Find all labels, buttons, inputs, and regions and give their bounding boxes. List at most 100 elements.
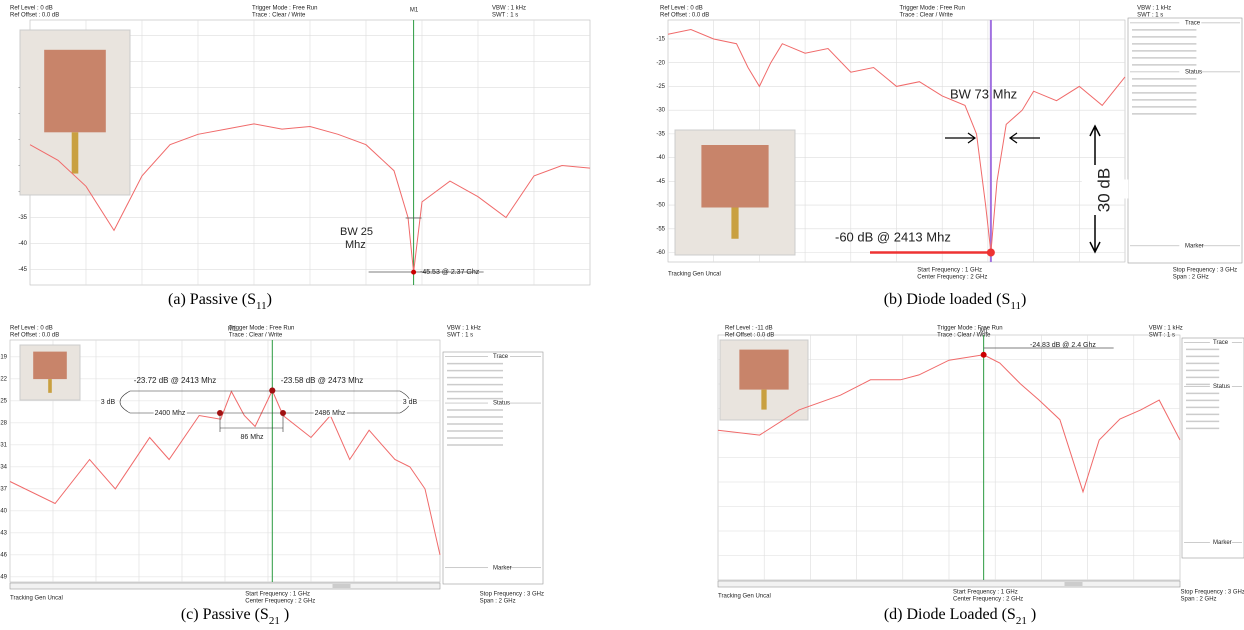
header-text: SWT : 1 s <box>1149 333 1175 339</box>
annotation: -24.83 dB @ 2.4 Ghz <box>1030 342 1096 349</box>
caption-prefix: (c) Passive (S <box>181 606 269 623</box>
header-text: VBW : 1 kHz <box>492 6 526 12</box>
header-text: SWT : 1 s <box>1137 13 1163 19</box>
annotation: M1 <box>410 8 419 14</box>
marker-dot <box>217 410 223 416</box>
annotation: 86 Mhz <box>241 434 264 441</box>
header-text: Ref Offset : 0.0 dB <box>725 333 774 339</box>
caption-sub: 21 <box>1016 615 1027 627</box>
caption: (b) Diode loaded (S11) <box>884 291 1027 312</box>
header-text: Ref Level : 0 dB <box>660 6 703 12</box>
side-heading: Marker <box>1185 243 1204 249</box>
caption-suffix: ) <box>1027 606 1036 623</box>
marker-dot <box>981 352 987 358</box>
annotation: BW 73 Mhz <box>950 86 1017 101</box>
photo-feed <box>72 132 79 173</box>
header-text: Ref Offset : 0.0 dB <box>660 13 709 19</box>
footer-text: Start Frequency : 1 GHz <box>953 590 1018 596</box>
header-text: Ref Offset : 0.0 dB <box>10 13 59 19</box>
marker-dot <box>269 387 275 393</box>
header-text: SWT : 1 s <box>492 13 518 19</box>
header-text: Trace : Clear / Write <box>252 13 306 19</box>
footer-text: Stop Frequency : 3 GHz <box>480 592 544 598</box>
y-tick-label: -55 <box>656 226 665 232</box>
footer-text: Start Frequency : 1 GHz <box>245 592 310 598</box>
caption: (a) Passive (S11) <box>168 291 272 312</box>
caption-suffix: ) <box>280 606 289 623</box>
caption-sub: 11 <box>1010 300 1021 312</box>
y-tick-label: -50 <box>656 203 665 209</box>
y-tick-label: -35 <box>656 131 665 137</box>
header-text: Ref Offset : 0.0 dB <box>10 333 59 339</box>
marker-dot <box>411 270 416 275</box>
footer-text: Start Frequency : 1 GHz <box>917 268 982 274</box>
header-text: VBW : 1 kHz <box>1137 6 1171 12</box>
footer-text: Tracking Gen Uncal <box>718 594 771 600</box>
photo-feed <box>48 379 52 393</box>
y-tick-label: -25 <box>656 84 665 90</box>
side-panel <box>443 352 543 584</box>
header-text: Trigger Mode : Free Run <box>937 326 1002 332</box>
photo-antenna <box>701 145 768 208</box>
y-tick-label: -25 <box>0 398 8 404</box>
annotation: BW 25 <box>340 226 373 238</box>
annotation: 3 dB <box>101 399 116 406</box>
header-text: SWT : 1 s <box>447 333 473 339</box>
header-text: Ref Level : 0 dB <box>10 326 53 332</box>
annotation: 3 dB <box>403 399 418 406</box>
side-heading: Status <box>1213 384 1230 390</box>
side-heading: Trace <box>1185 20 1201 26</box>
y-tick-label: -20 <box>656 60 665 66</box>
y-tick-label: -45 <box>656 179 665 185</box>
y-tick-label: -35 <box>18 215 27 221</box>
scroll-thumb <box>333 584 351 588</box>
photo-antenna <box>739 350 788 390</box>
header-text: Ref Level : 0 dB <box>10 6 53 12</box>
footer-text: Stop Frequency : 3 GHz <box>1181 590 1244 596</box>
y-tick-label: -46 <box>0 552 8 558</box>
photo-antenna <box>33 352 67 380</box>
caption-prefix: (b) Diode loaded (S <box>884 291 1011 308</box>
y-tick-label: -60 <box>656 250 665 256</box>
photo-antenna <box>44 50 106 133</box>
panel: -15-20-25-30-35-40-45-50-55-60Ref Level … <box>656 6 1242 312</box>
annotation: -60 dB @ 2413 Mhz <box>835 229 951 244</box>
header-text: Trigger Mode : Free Run <box>229 326 294 332</box>
annotation: -23.72 dB @ 2413 Mhz <box>134 376 216 385</box>
header-text: Ref Level : -11 dB <box>725 326 773 332</box>
annotation: M1 <box>228 327 237 333</box>
side-heading: Trace <box>1213 340 1229 346</box>
marker-dot <box>280 410 286 416</box>
figure: 0-5-10-15-20-25-30-35-40-45Ref Level : 0… <box>0 0 1244 630</box>
footer-text: Center Frequency : 2 GHz <box>245 599 315 605</box>
y-tick-label: -40 <box>0 508 8 514</box>
annotation: Mhz <box>345 239 366 251</box>
y-tick-label: -43 <box>0 530 8 536</box>
y-tick-label: -40 <box>18 241 27 247</box>
header-text: Trace : Clear / Write <box>229 333 283 339</box>
y-tick-label: -40 <box>656 155 665 161</box>
scrollbar <box>718 581 1180 587</box>
y-tick-label: -31 <box>0 442 8 448</box>
annotation: -45.53 @ 2.37 Ghz <box>420 269 480 276</box>
header-text: VBW : 1 kHz <box>447 326 481 332</box>
y-tick-label: -22 <box>0 376 8 382</box>
header-text: Trigger Mode : Free Run <box>252 6 317 12</box>
footer-text: Center Frequency : 2 GHz <box>917 275 987 281</box>
photo-feed <box>731 208 738 239</box>
y-tick-label: -45 <box>18 267 27 273</box>
caption-suffix: ) <box>267 291 272 308</box>
annotation: 2400 Mhz <box>155 410 186 417</box>
caption-prefix: (d) Diode Loaded (S <box>884 606 1016 623</box>
footer-text: Stop Frequency : 3 GHz <box>1173 268 1237 274</box>
footer-text: Tracking Gen Uncal <box>10 596 63 602</box>
footer-text: Tracking Gen Uncal <box>668 272 721 278</box>
scrollbar <box>10 583 440 589</box>
annotation: M1 <box>980 329 989 335</box>
marker-dot <box>987 249 995 257</box>
caption-sub: 21 <box>269 615 280 627</box>
annotation: 30 dB <box>1094 168 1113 212</box>
